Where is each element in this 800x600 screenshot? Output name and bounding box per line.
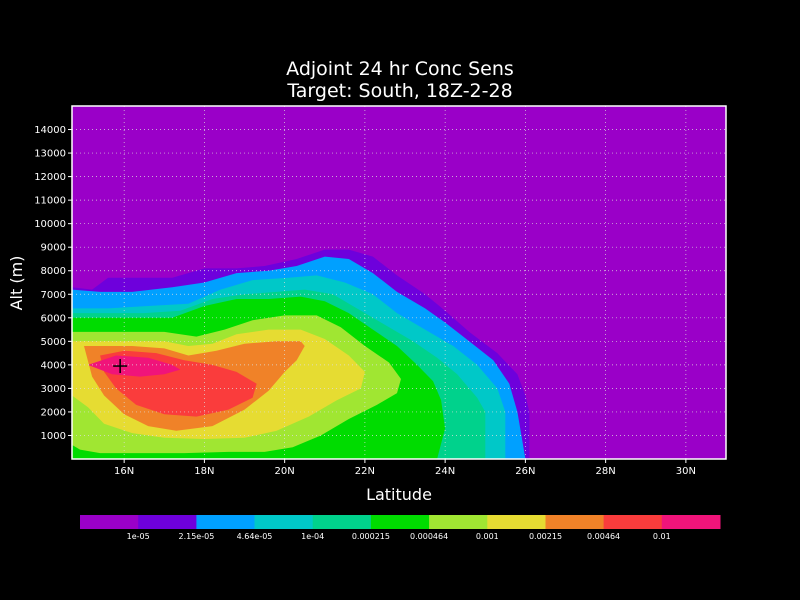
x-tick-label-5: 26N xyxy=(515,466,535,477)
y-tick-label-4: 5000 xyxy=(41,337,66,348)
y-tick-label-13: 14000 xyxy=(34,125,66,136)
contour-fills xyxy=(72,244,542,459)
colorbar-swatch-4 xyxy=(312,515,372,529)
colorbar-label-4: 0.000215 xyxy=(352,532,390,541)
y-tick-label-7: 8000 xyxy=(41,266,66,277)
y-tick-label-2: 3000 xyxy=(41,384,66,395)
colorbar-label-0: 1e-05 xyxy=(127,532,150,541)
colorbar-swatch-9 xyxy=(603,515,663,529)
contour-level-10 xyxy=(88,355,181,377)
y-tick-label-5: 6000 xyxy=(41,313,66,324)
y-tick-label-1: 2000 xyxy=(41,407,66,418)
grid-lines xyxy=(72,106,726,459)
x-tick-label-7: 30N xyxy=(676,466,696,477)
colorbar-swatch-2 xyxy=(196,515,256,529)
y-axis-ticks: 1000 2000 3000 4000 5000 6000 7000 8000 9000 1000… xyxy=(34,125,72,442)
x-tick-label-3: 22N xyxy=(355,466,375,477)
x-axis-ticks: 16N 18N 20N 22N 24N 26N 28N 30N xyxy=(114,459,696,477)
y-tick-label-8: 9000 xyxy=(41,243,66,254)
y-tick-label-11: 12000 xyxy=(34,172,66,183)
x-tick-label-2: 20N xyxy=(275,466,295,477)
y-tick-label-12: 13000 xyxy=(34,149,66,160)
colorbar-swatch-7 xyxy=(487,515,546,529)
y-tick-label-6: 7000 xyxy=(41,290,66,301)
colorbar-swatch-10 xyxy=(661,515,721,529)
y-axis-label: Alt (m) xyxy=(7,256,26,311)
chart-subtitle: Target: South, 18Z-2-28 xyxy=(286,80,512,102)
colorbar-swatch-8 xyxy=(545,515,605,529)
chart-title: Adjoint 24 hr Conc Sens xyxy=(286,58,514,80)
colorbar-label-1: 2.15e-05 xyxy=(178,532,214,541)
colorbar-label-6: 0.001 xyxy=(476,532,499,541)
colorbar-label-3: 1e-04 xyxy=(301,532,324,541)
colorbar-label-7: 0.00215 xyxy=(529,532,562,541)
colorbar-label-5: 0.000464 xyxy=(410,532,448,541)
plot-frame xyxy=(71,105,727,460)
colorbar-swatch-0 xyxy=(80,515,139,529)
colorbar-label-8: 0.00464 xyxy=(587,532,620,541)
x-axis-label: Latitude xyxy=(366,485,432,504)
y-tick-label-9: 10000 xyxy=(34,219,66,230)
y-tick-label-0: 1000 xyxy=(41,431,66,442)
x-tick-label-4: 24N xyxy=(435,466,455,477)
y-tick-label-10: 11000 xyxy=(34,196,66,207)
target-marker xyxy=(113,359,128,374)
colorbar-swatch-3 xyxy=(254,515,314,529)
colorbar: 1e-05 2.15e-05 4.64e-05 1e-04 0.000215 0.0004… xyxy=(80,515,721,541)
colorbar-swatch-6 xyxy=(429,515,488,529)
colorbar-swatch-5 xyxy=(370,515,430,529)
colorbar-swatch-1 xyxy=(138,515,197,529)
x-tick-label-1: 18N xyxy=(194,466,214,477)
x-tick-label-6: 28N xyxy=(596,466,616,477)
y-tick-label-3: 4000 xyxy=(41,360,66,371)
colorbar-label-9: 0.01 xyxy=(653,532,671,541)
colorbar-label-2: 4.64e-05 xyxy=(237,532,273,541)
x-tick-label-0: 16N xyxy=(114,466,134,477)
